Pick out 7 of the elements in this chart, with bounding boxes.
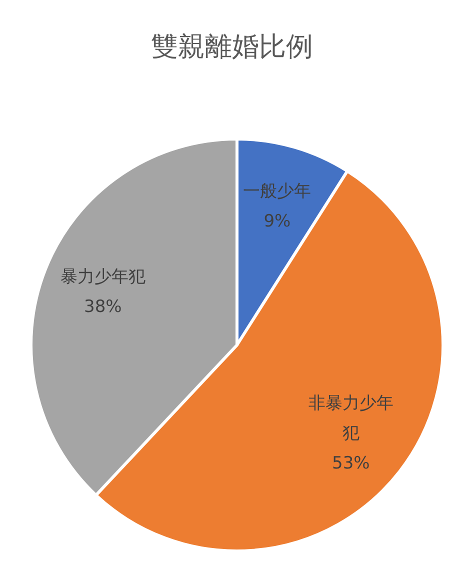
slice-label: 暴力少年犯 [60, 266, 146, 287]
slice-label: 非暴力少年犯 [308, 393, 394, 444]
data-label: 9% [264, 211, 291, 232]
chart-title: 雙親離婚比例 [151, 31, 313, 62]
data-label: 38% [84, 296, 122, 317]
slice-label: 一般少年 [243, 181, 312, 202]
data-label: 53% [332, 453, 370, 474]
